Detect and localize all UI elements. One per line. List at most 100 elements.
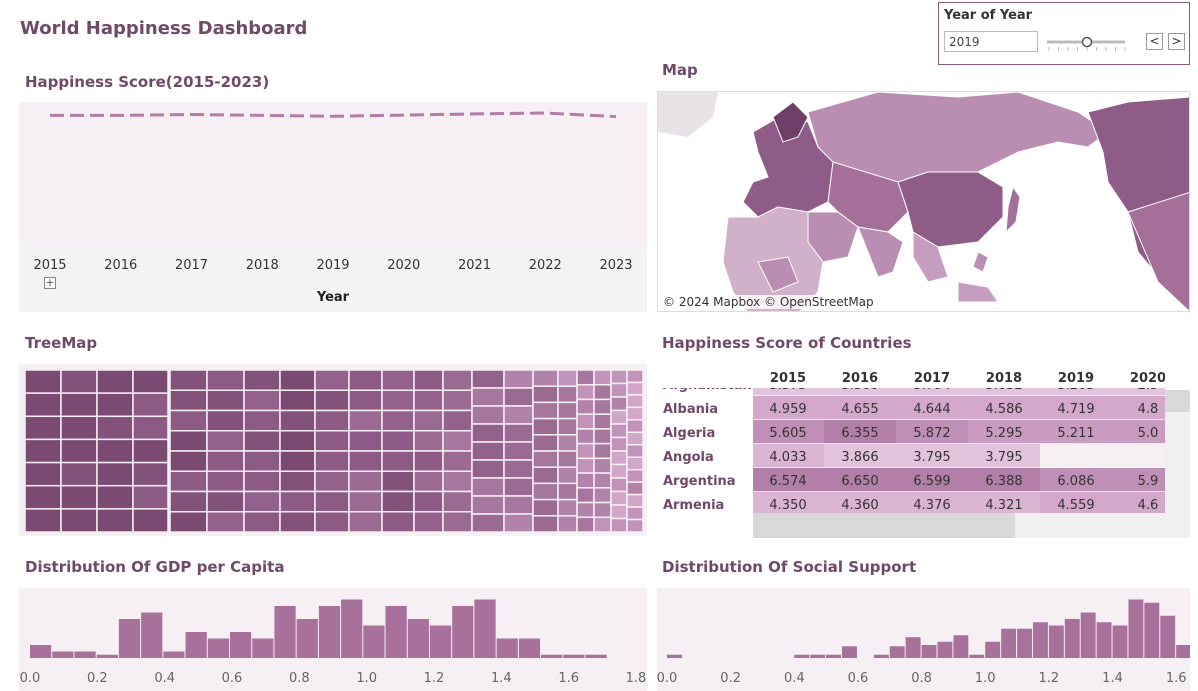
treemap-cell[interactable]: [471, 423, 505, 443]
treemap-cell[interactable]: [96, 484, 134, 510]
treemap-cell[interactable]: [279, 470, 316, 493]
slider-thumb[interactable]: [1081, 36, 1093, 48]
table-cell[interactable]: [752, 444, 824, 468]
column-header[interactable]: 2018: [986, 371, 1022, 386]
treemap-cell[interactable]: [243, 389, 281, 412]
treemap-cell[interactable]: [169, 369, 208, 391]
country-label[interactable]: Armenia: [663, 498, 724, 513]
treemap-cell[interactable]: [471, 441, 505, 461]
treemap-cell[interactable]: [442, 389, 473, 412]
treemap-cell[interactable]: [206, 470, 245, 493]
treemap-cell[interactable]: [626, 506, 644, 521]
treemap-cell[interactable]: [132, 415, 169, 441]
treemap-cell[interactable]: [279, 511, 316, 533]
treemap-cell[interactable]: [626, 468, 644, 483]
treemap-cell[interactable]: [471, 495, 505, 515]
table-cell[interactable]: [824, 396, 896, 420]
treemap-cell[interactable]: [532, 515, 559, 533]
treemap-cell[interactable]: [381, 409, 415, 432]
treemap-cell[interactable]: [576, 516, 595, 533]
next-year-button[interactable]: >: [1168, 33, 1185, 50]
treemap-cell[interactable]: [206, 389, 245, 412]
table-horizontal-scrollbar[interactable]: [753, 513, 1165, 538]
table-cell[interactable]: [752, 420, 824, 444]
treemap-cell[interactable]: [169, 490, 208, 513]
table-cell[interactable]: [1112, 444, 1165, 468]
treemap-cell[interactable]: [381, 369, 415, 391]
table-cell[interactable]: [1040, 492, 1112, 516]
treemap-cell[interactable]: [413, 450, 444, 472]
table-cell[interactable]: [968, 444, 1040, 468]
treemap-cell[interactable]: [243, 369, 281, 391]
treemap-cell[interactable]: [442, 409, 473, 432]
treemap-cell[interactable]: [503, 495, 534, 515]
treemap-cell[interactable]: [413, 409, 444, 432]
treemap-cell[interactable]: [413, 511, 444, 533]
treemap-cell[interactable]: [348, 511, 383, 533]
table-vertical-thumb[interactable]: [1165, 390, 1190, 412]
column-header[interactable]: 2015: [770, 371, 806, 386]
treemap-cell[interactable]: [471, 513, 505, 533]
treemap-cell[interactable]: [593, 428, 612, 445]
table-cell[interactable]: [824, 492, 896, 516]
table-cell[interactable]: [1040, 468, 1112, 492]
table-cell[interactable]: [968, 420, 1040, 444]
treemap-cell[interactable]: [381, 430, 415, 452]
treemap-cell[interactable]: [96, 461, 134, 487]
treemap-cell[interactable]: [442, 430, 473, 452]
treemap-cell[interactable]: [243, 490, 281, 513]
treemap-cell[interactable]: [557, 466, 578, 485]
treemap-cell[interactable]: [169, 430, 208, 452]
treemap-cell[interactable]: [503, 513, 534, 533]
treemap-cell[interactable]: [413, 490, 444, 513]
treemap-cell[interactable]: [626, 481, 644, 496]
table-cell[interactable]: [968, 492, 1040, 516]
treemap-cell[interactable]: [471, 477, 505, 497]
column-header[interactable]: 2019: [1058, 371, 1094, 386]
treemap-cell[interactable]: [532, 385, 559, 404]
country-label[interactable]: Argentina: [663, 474, 736, 489]
treemap-cell[interactable]: [413, 369, 444, 391]
treemap-cell[interactable]: [503, 405, 534, 425]
treemap-cell[interactable]: [576, 369, 595, 386]
treemap-cell[interactable]: [381, 470, 415, 493]
treemap-cell[interactable]: [314, 511, 350, 533]
treemap-cell[interactable]: [348, 430, 383, 452]
treemap-cell[interactable]: [348, 409, 383, 432]
treemap-cell[interactable]: [626, 419, 644, 434]
year-input[interactable]: [944, 31, 1038, 52]
table-cell[interactable]: [824, 420, 896, 444]
treemap-cell[interactable]: [626, 406, 644, 421]
treemap-cell[interactable]: [593, 487, 612, 504]
table-cell[interactable]: [752, 396, 824, 420]
treemap-cell[interactable]: [279, 409, 316, 432]
treemap-cell[interactable]: [381, 490, 415, 513]
treemap-cell[interactable]: [169, 511, 208, 533]
treemap-cell[interactable]: [532, 498, 559, 517]
treemap-cell[interactable]: [96, 508, 134, 533]
treemap-chart[interactable]: [19, 364, 647, 536]
treemap-cell[interactable]: [96, 369, 134, 394]
table-vertical-scrollbar[interactable]: [1165, 390, 1190, 538]
treemap-cell[interactable]: [593, 369, 612, 386]
table-cell[interactable]: [1112, 492, 1165, 516]
treemap-cell[interactable]: [610, 436, 628, 452]
treemap-cell[interactable]: [532, 401, 559, 420]
treemap-cell[interactable]: [576, 442, 595, 460]
table-cell[interactable]: [824, 444, 896, 468]
happiness-table[interactable]: Afghanistan3.5753.3603.7943.6323.2032.5A…: [657, 366, 1165, 538]
treemap-cell[interactable]: [442, 490, 473, 513]
treemap-cell[interactable]: [471, 369, 505, 389]
treemap-cell[interactable]: [24, 392, 62, 418]
expand-icon[interactable]: +: [44, 276, 56, 289]
treemap-cell[interactable]: [60, 415, 98, 441]
treemap-cell[interactable]: [132, 369, 169, 394]
treemap-cell[interactable]: [626, 381, 644, 396]
treemap-cell[interactable]: [593, 457, 612, 474]
table-cell[interactable]: [968, 468, 1040, 492]
table-cell[interactable]: [1040, 396, 1112, 420]
treemap-cell[interactable]: [96, 438, 134, 464]
treemap-cell[interactable]: [610, 396, 628, 412]
table-cell[interactable]: [896, 396, 968, 420]
treemap-cell[interactable]: [503, 369, 534, 389]
